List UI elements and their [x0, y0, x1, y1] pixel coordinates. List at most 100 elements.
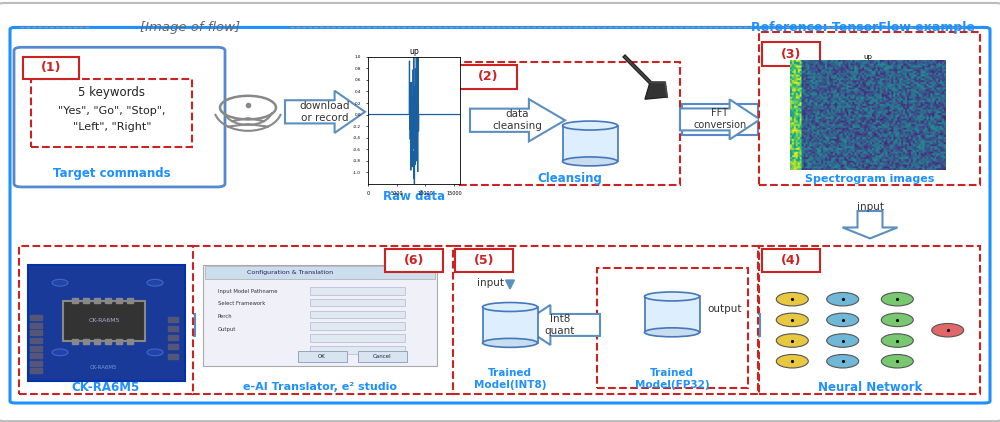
Text: output: output [708, 304, 742, 314]
FancyBboxPatch shape [14, 47, 225, 187]
Circle shape [827, 354, 859, 368]
Text: input: input [477, 278, 504, 288]
Bar [72, 339, 78, 344]
FancyBboxPatch shape [762, 249, 820, 272]
FancyBboxPatch shape [298, 351, 347, 362]
FancyBboxPatch shape [759, 32, 980, 185]
Circle shape [776, 334, 808, 347]
Text: Cancel: Cancel [373, 354, 391, 359]
Text: Raw data: Raw data [383, 190, 445, 203]
Text: Reference: TensorFlow example: Reference: TensorFlow example [751, 21, 975, 34]
Circle shape [881, 354, 913, 368]
Text: Select Framework: Select Framework [218, 301, 265, 306]
Text: download
or record: download or record [300, 101, 350, 123]
Polygon shape [470, 99, 565, 141]
FancyBboxPatch shape [310, 299, 405, 306]
Ellipse shape [562, 157, 618, 166]
Polygon shape [682, 305, 760, 345]
Text: Output: Output [218, 327, 236, 332]
Polygon shape [130, 305, 195, 345]
Text: Int8
quant: Int8 quant [545, 314, 575, 336]
Text: FFT
conversion: FFT conversion [693, 108, 747, 130]
FancyBboxPatch shape [482, 307, 538, 343]
Polygon shape [680, 100, 760, 139]
Bar [30, 323, 42, 328]
FancyBboxPatch shape [310, 311, 405, 318]
Text: (5): (5) [474, 254, 494, 267]
Text: CK-RA6M5: CK-RA6M5 [72, 381, 140, 394]
Bar [127, 339, 133, 344]
Polygon shape [842, 211, 898, 238]
Bar [105, 339, 111, 344]
Ellipse shape [644, 292, 700, 301]
Bar [168, 354, 178, 359]
Text: input: input [856, 202, 884, 212]
Bar [94, 298, 100, 303]
Title: up: up [863, 54, 872, 60]
Text: Embed: Embed [144, 320, 181, 330]
Circle shape [932, 323, 964, 337]
FancyBboxPatch shape [452, 246, 758, 394]
Bar [30, 315, 42, 320]
FancyBboxPatch shape [310, 322, 405, 330]
Text: Perch: Perch [218, 314, 233, 319]
Text: (6): (6) [404, 254, 424, 267]
Text: (4): (4) [781, 254, 801, 267]
Text: 5 keywords: 5 keywords [78, 87, 146, 99]
FancyBboxPatch shape [562, 126, 618, 161]
Bar [168, 344, 178, 349]
Ellipse shape [482, 303, 538, 311]
Circle shape [776, 292, 808, 306]
Bar [168, 316, 178, 322]
Ellipse shape [482, 338, 538, 347]
Text: (1): (1) [41, 62, 61, 74]
Circle shape [881, 292, 913, 306]
Text: data
cleansing: data cleansing [493, 109, 542, 131]
FancyBboxPatch shape [23, 57, 79, 79]
Bar [116, 298, 122, 303]
Text: Trained
Model(INT8): Trained Model(INT8) [474, 368, 546, 390]
Circle shape [827, 292, 859, 306]
Text: Input Model Pathname: Input Model Pathname [218, 289, 278, 294]
FancyBboxPatch shape [310, 334, 405, 342]
Circle shape [776, 313, 808, 327]
FancyBboxPatch shape [459, 65, 517, 89]
Text: Cleansing: Cleansing [538, 172, 602, 185]
Text: OK: OK [318, 354, 326, 359]
Text: Trained
Model(FP32): Trained Model(FP32) [635, 368, 709, 390]
Circle shape [147, 279, 163, 286]
Bar [30, 353, 42, 358]
Bar [30, 330, 42, 335]
Bar [168, 326, 178, 331]
Bar [30, 368, 42, 373]
Text: "Yes", "Go", "Stop",: "Yes", "Go", "Stop", [58, 106, 166, 116]
Text: (3): (3) [781, 48, 801, 60]
Circle shape [147, 349, 163, 356]
FancyBboxPatch shape [358, 351, 407, 362]
Bar [83, 298, 89, 303]
Bar [105, 298, 111, 303]
FancyBboxPatch shape [19, 246, 193, 394]
Text: Spectrogram images: Spectrogram images [805, 173, 935, 184]
Text: CK-RA6M5: CK-RA6M5 [88, 318, 120, 323]
Bar [30, 361, 42, 366]
Bar [72, 298, 78, 303]
Title: up: up [409, 47, 419, 56]
FancyBboxPatch shape [459, 62, 680, 185]
FancyBboxPatch shape [597, 268, 748, 388]
Circle shape [881, 334, 913, 347]
Polygon shape [285, 91, 365, 133]
Bar [30, 346, 42, 351]
Bar [30, 338, 42, 343]
FancyBboxPatch shape [645, 296, 700, 333]
Polygon shape [645, 82, 667, 99]
Circle shape [827, 313, 859, 327]
FancyBboxPatch shape [28, 265, 185, 381]
FancyBboxPatch shape [682, 104, 758, 135]
Text: e-AI Translator, e² studio: e-AI Translator, e² studio [243, 382, 397, 392]
FancyBboxPatch shape [205, 266, 435, 279]
FancyBboxPatch shape [759, 246, 980, 394]
Text: "Left", "Right": "Left", "Right" [73, 122, 151, 132]
FancyBboxPatch shape [203, 265, 437, 366]
FancyBboxPatch shape [385, 249, 443, 272]
